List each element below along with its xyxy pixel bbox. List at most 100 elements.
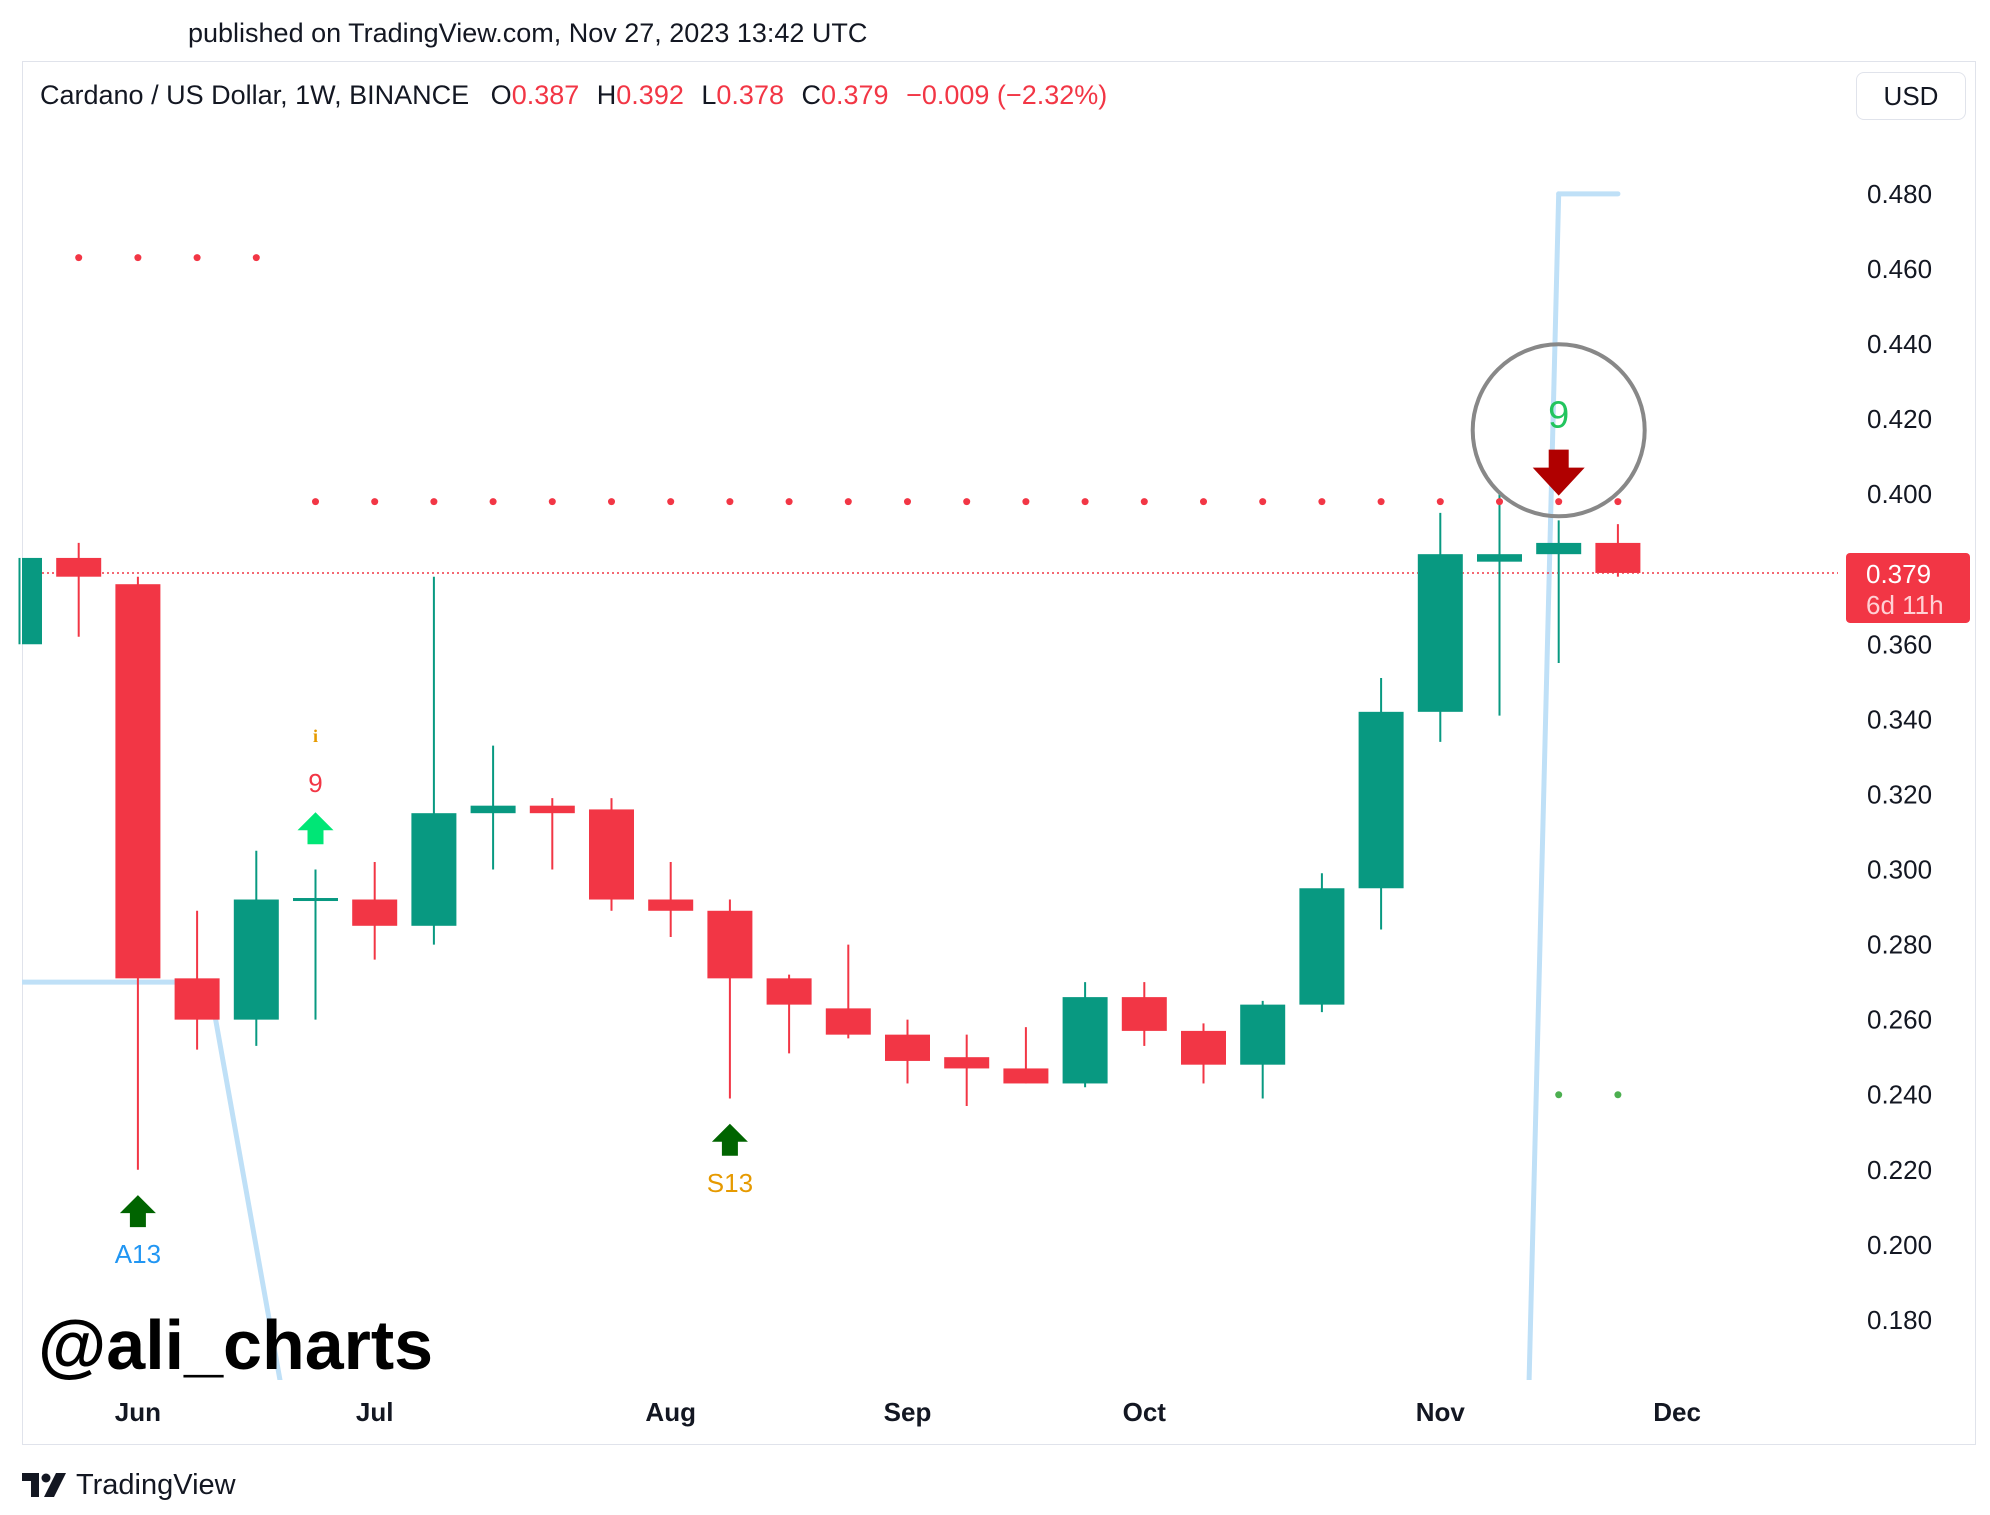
candle-2 (115, 576, 161, 1170)
x-tick-label: Nov (1416, 1397, 1466, 1427)
candle-11 (648, 861, 694, 938)
candle-25 (1477, 494, 1522, 716)
down-arrow-icon (1532, 449, 1585, 496)
candle-body (22, 557, 42, 645)
signal-dot-red (193, 254, 201, 262)
y-tick-label: 0.340 (1867, 704, 1932, 734)
y-tick-label: 0.300 (1867, 854, 1932, 884)
candle-body (1536, 542, 1582, 555)
signal-dot-red (548, 498, 556, 506)
candle-9 (529, 798, 575, 870)
candle-7 (411, 576, 457, 945)
trend-line-segment-1 (206, 979, 283, 1380)
candle-body (707, 910, 753, 979)
low-label: L (701, 80, 717, 110)
signal-dot-red (371, 498, 379, 506)
signal-dot-red (75, 254, 83, 262)
signal-dot-green (1614, 1091, 1622, 1099)
candle-3 (174, 910, 220, 1050)
y-tick-label: 0.180 (1867, 1305, 1932, 1335)
trend-lines (22, 191, 1621, 1380)
signal-dot-red (312, 498, 319, 506)
candle-body (648, 899, 694, 911)
signal-dot-red (1022, 498, 1030, 506)
x-tick-label: Sep (884, 1397, 932, 1427)
signal-dot-red (1436, 498, 1444, 506)
candle-26 (1536, 520, 1582, 664)
candle-body (1417, 554, 1463, 712)
signal-dot-red (489, 498, 497, 506)
candle-body (589, 809, 634, 900)
candle-18 (1062, 982, 1108, 1088)
candle-body (115, 584, 161, 979)
candle-23 (1358, 678, 1404, 930)
signal-annotations: A13 9 i S13 9 (115, 342, 1647, 1269)
signal-dot-red (963, 498, 971, 506)
y-tick-label: 0.460 (1867, 254, 1932, 284)
candle-20 (1181, 1023, 1226, 1084)
candle-body (1240, 1004, 1286, 1065)
bar-countdown: 6d 11h (1866, 590, 1944, 620)
close-value: 0.379 (821, 80, 889, 110)
y-tick-label: 0.400 (1867, 479, 1932, 509)
candle-body (885, 1034, 930, 1061)
candle-14 (825, 944, 871, 1039)
trend-line-segment-2 (1526, 191, 1562, 1380)
y-axis: 0.180 0.200 0.220 0.240 0.260 0.280 0.300 0.320… (1867, 179, 1932, 1335)
candle-0 (18, 557, 42, 645)
published-note: published on TradingView.com, Nov 27, 20… (188, 18, 868, 48)
signal-dot-red (1614, 498, 1622, 506)
up-arrow-icon (297, 812, 334, 845)
candle-13 (766, 974, 812, 1054)
y-tick-label: 0.220 (1867, 1155, 1932, 1185)
y-tick-label: 0.440 (1867, 329, 1932, 359)
indicator-dots (75, 254, 1622, 1099)
x-tick-label: Jul (356, 1397, 394, 1427)
currency-button[interactable]: USD (1856, 72, 1966, 120)
candle-27 (1595, 524, 1641, 577)
high-label: H (596, 80, 617, 110)
candle-body (1121, 997, 1167, 1031)
y-tick-label: 0.240 (1867, 1080, 1932, 1110)
candle-body (470, 805, 516, 814)
candle-body (1181, 1030, 1226, 1065)
signal-dot-red (1081, 498, 1089, 506)
symbol-legend: Cardano / US Dollar, 1W, BINANCE O0.387 … (40, 80, 1107, 111)
up-arrow-icon (119, 1195, 156, 1228)
x-tick-label: Dec (1653, 1397, 1701, 1427)
candle-body (529, 805, 575, 814)
up-arrow-icon (711, 1123, 748, 1156)
candle-body (944, 1057, 990, 1069)
candle-19 (1121, 982, 1167, 1046)
candles (18, 494, 1641, 1170)
tradingview-brand[interactable]: TradingView (22, 1465, 236, 1505)
signal-dot-red (430, 498, 438, 506)
y-tick-label: 0.360 (1867, 629, 1932, 659)
y-tick-label: 0.200 (1867, 1230, 1932, 1260)
symbol-name: Cardano / US Dollar, 1W, BINANCE (40, 80, 470, 110)
candle-body (352, 899, 398, 926)
signal-label-9-sell: 9 (1548, 395, 1569, 437)
x-tick-label: Jun (115, 1397, 161, 1427)
signal-dot-red (1200, 498, 1207, 506)
candle-15 (885, 1019, 930, 1084)
candle-body (1477, 554, 1522, 562)
tradingview-wordmark: TradingView (76, 1468, 236, 1501)
tradingview-logo-icon (22, 1473, 66, 1497)
candle-body (233, 899, 279, 1020)
x-tick-label: Oct (1123, 1397, 1167, 1427)
candle-6 (352, 861, 398, 960)
signal-dot-red (785, 498, 793, 506)
candle-body (411, 813, 457, 926)
y-tick-label: 0.320 (1867, 779, 1932, 809)
candle-body (1358, 711, 1404, 889)
y-tick-label: 0.480 (1867, 179, 1932, 209)
signal-dot-red (252, 254, 260, 262)
signal-dot-red (844, 498, 852, 506)
candle-12 (707, 899, 753, 1099)
y-tick-label: 0.280 (1867, 930, 1932, 960)
y-tick-label: 0.420 (1867, 404, 1932, 434)
open-label: O (490, 80, 512, 110)
last-price-value: 0.379 (1866, 559, 1931, 589)
